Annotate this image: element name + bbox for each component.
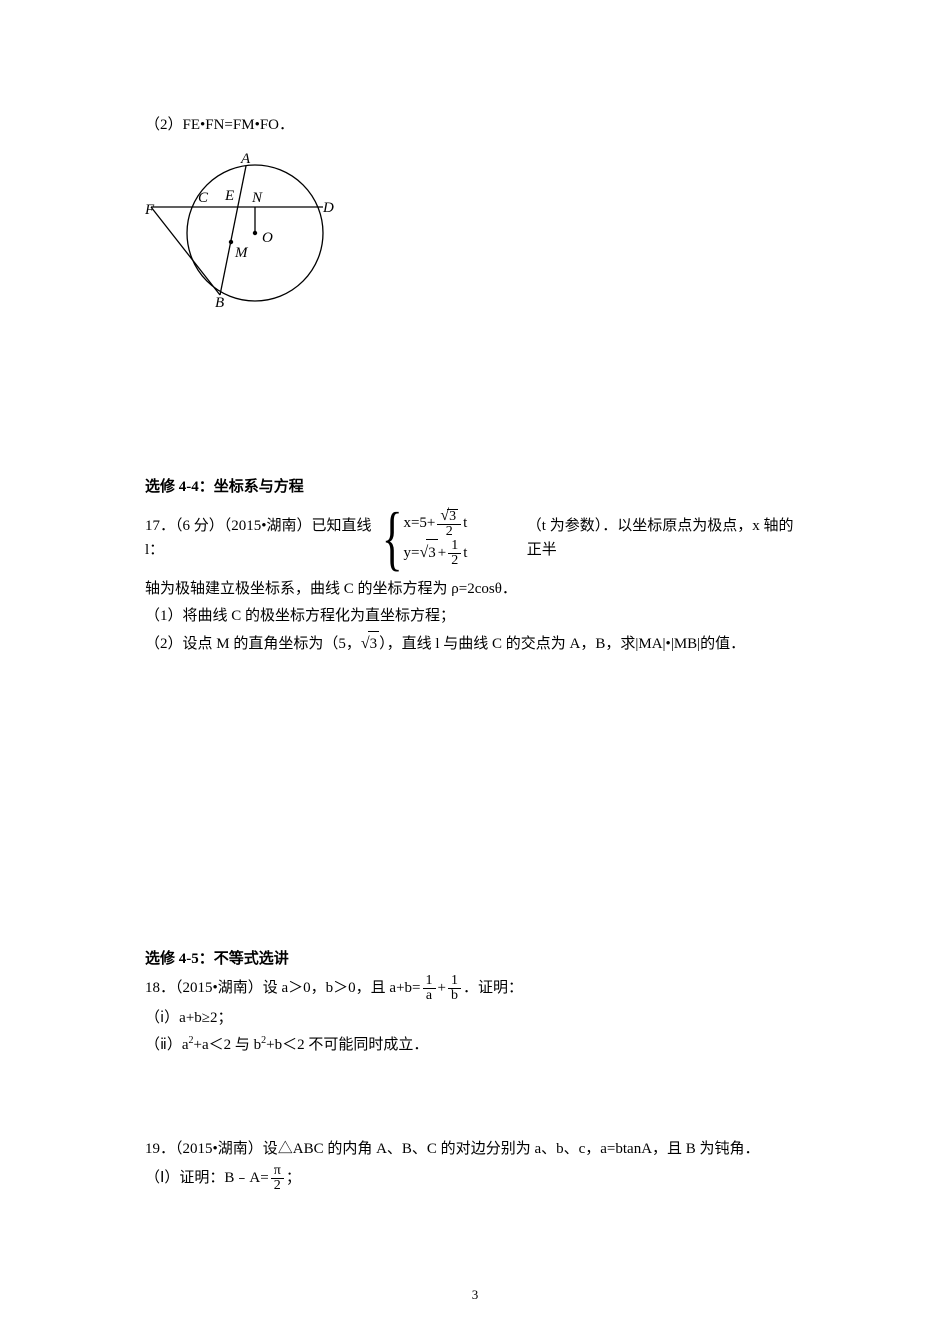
q19-frac: π2	[271, 1164, 284, 1193]
q18-f1d: a	[423, 989, 436, 1003]
q17-y-post: t	[463, 545, 467, 561]
label-a: A	[240, 151, 251, 167]
q19-fd: 2	[271, 1179, 284, 1193]
point-o	[253, 231, 257, 235]
q17-x-num: 3	[447, 509, 458, 524]
q18-frac1: 1a	[423, 974, 436, 1003]
q18-frac2: 1b	[448, 974, 461, 1003]
q17-l4-post: ），直线 l 与曲线 C 的交点为 A，B，求|MA|•|MB|的值．	[379, 636, 745, 652]
q18-l3-m2: +b＜2 不可能同时成立．	[266, 1037, 428, 1053]
page-content: （2）FE•FN=FM•FO． A B C D E F M N O 选修 4-4…	[0, 0, 950, 1236]
q18-f2d: b	[448, 989, 461, 1003]
label-n: N	[251, 190, 263, 206]
q18-line1: 18．（2015•湖南）设 a＞0，b＞0，且 a+b=1a+1b．证明：	[145, 974, 805, 1003]
q19-fn: π	[271, 1164, 284, 1179]
q17-y-plus: +	[438, 545, 446, 561]
section-4-5-title: 选修 4-5：不等式选讲	[145, 947, 805, 971]
q-continued-line: （2）FE•FN=FM•FO．	[145, 113, 805, 137]
q17-l4-sqrt: 3	[368, 631, 380, 656]
q18-f1n: 1	[423, 974, 436, 989]
q17-param-y: y=√3+12t	[403, 545, 467, 561]
q17-line4: （2）设点 M 的直角坐标为（5，√3），直线 l 与曲线 C 的交点为 A，B…	[145, 631, 805, 657]
q17-l4-pre: （2）设点 M 的直角坐标为（5，	[145, 636, 361, 652]
q17-y-frac: 12	[448, 539, 461, 568]
q17-y-num: 1	[448, 539, 461, 554]
q19-line2: （Ⅰ）证明：B﹣A=π2；	[145, 1164, 805, 1193]
q18-l1-pre: 18．（2015•湖南）设 a＞0，b＞0，且 a+b=	[145, 980, 421, 996]
q17-y-den: 2	[448, 554, 461, 568]
q18-l3-m1: +a＜2 与 b	[194, 1037, 262, 1053]
q18-line3: （ⅱ）a2+a＜2 与 b2+b＜2 不可能同时成立．	[145, 1033, 805, 1057]
line-fb	[151, 207, 220, 295]
q18-f2n: 1	[448, 974, 461, 989]
q17-x-den: 2	[437, 525, 461, 539]
q17-suffix: （t 为参数）．以坐标原点为极点，x 轴的正半	[527, 514, 805, 562]
q17-prefix: 17．（6 分）（2015•湖南）已知直线 l：	[145, 514, 379, 562]
q17-y-pre: y=	[403, 545, 419, 561]
label-d: D	[322, 200, 334, 216]
q17-param-x: x=5+√32t	[403, 515, 467, 531]
page-number: 3	[472, 1285, 479, 1306]
q19-l2-post: ；	[286, 1170, 301, 1186]
q17-parametric: x=5+√32t y=√3+12t	[403, 508, 526, 568]
q17-y-sqrt: 3	[426, 539, 438, 567]
q19-l2-pre: （Ⅰ）证明：B﹣A=	[145, 1170, 269, 1186]
brace-icon: {	[382, 502, 403, 574]
q17-x-frac: √32	[437, 508, 461, 539]
q18-line2: （ⅰ）a+b≥2；	[145, 1006, 805, 1030]
point-m	[229, 240, 233, 244]
q18-plus: +	[438, 980, 446, 996]
line-ba	[220, 166, 246, 295]
label-c: C	[198, 190, 209, 206]
q17-line3: （1）将曲线 C 的极坐标方程化为直坐标方程；	[145, 604, 805, 628]
q18-l3-pre: （ⅱ）a	[145, 1037, 189, 1053]
section-4-4-title: 选修 4-4：坐标系与方程	[145, 475, 805, 499]
q17-line2: 轴为极轴建立极坐标系，曲线 C 的坐标方程为 ρ=2cosθ．	[145, 577, 805, 601]
label-f: F	[145, 202, 155, 218]
q18-l1-post: ．证明：	[463, 980, 523, 996]
label-m: M	[234, 245, 249, 261]
q17-x-pre: x=5+	[403, 515, 435, 531]
geometry-figure: A B C D E F M N O	[145, 147, 805, 315]
q17-line1: 17．（6 分）（2015•湖南）已知直线 l： { x=5+√32t y=√3…	[145, 502, 805, 574]
q19-line1: 19．（2015•湖南）设△ABC 的内角 A、B、C 的对边分别为 a、b、c…	[145, 1137, 805, 1161]
label-b: B	[215, 295, 224, 307]
label-e: E	[224, 188, 234, 204]
q17-x-post: t	[463, 515, 467, 531]
label-o: O	[262, 230, 273, 246]
